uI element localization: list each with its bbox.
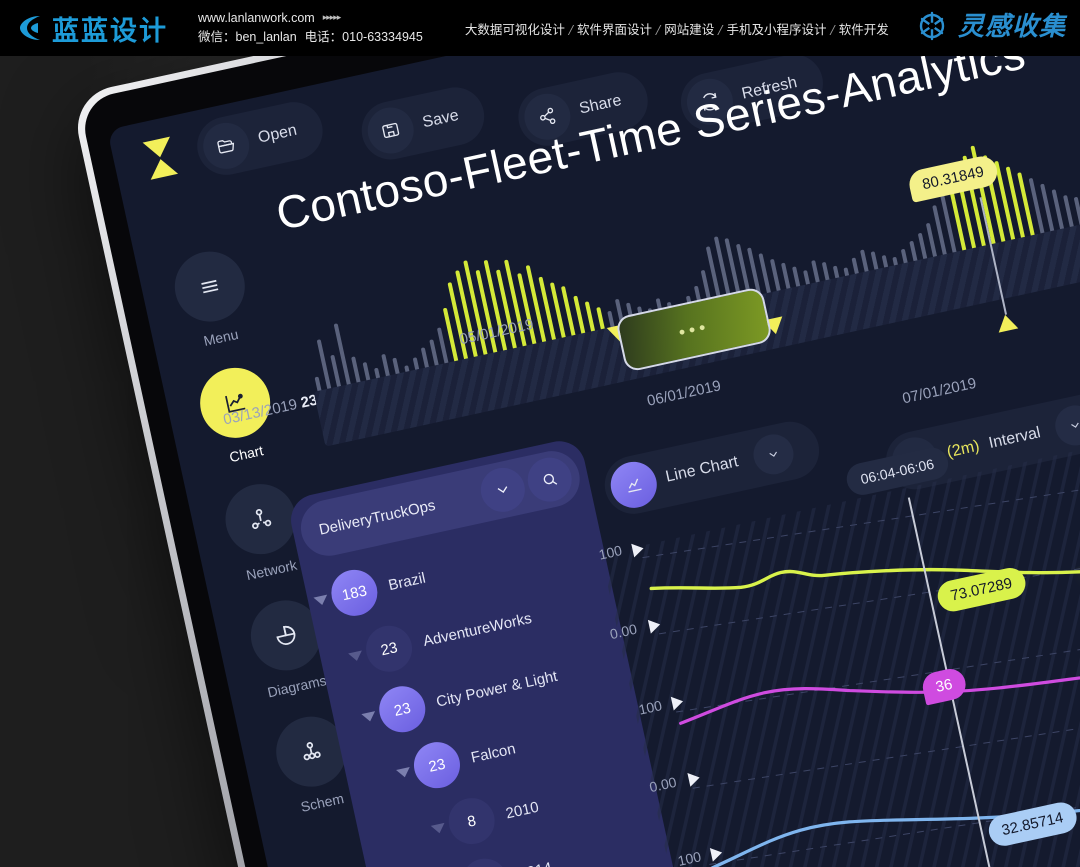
arrows-decoration: ▸▸▸▸▸ <box>322 12 342 23</box>
phone-text: 电话：010-63334945 <box>304 30 423 44</box>
overview-peak-marker <box>995 312 1019 333</box>
tree-node-count[interactable]: 23 <box>361 621 417 677</box>
service-separator: / <box>656 21 661 37</box>
save-button-label: Save <box>421 106 461 132</box>
app-screen: Open Save Share <box>107 56 1080 867</box>
service-item: 软件开发 <box>838 21 889 37</box>
refresh-icon <box>682 74 738 130</box>
share-button[interactable]: Share <box>512 66 653 152</box>
tree-expand-caret-icon[interactable] <box>430 822 447 835</box>
tree-node-count[interactable]: 183 <box>326 565 382 621</box>
sidebar-item-chart[interactable]: Chart <box>170 356 306 474</box>
desk-background: Open Save Share <box>0 56 1080 867</box>
sidebar-item-menu-label: Menu <box>202 325 240 349</box>
wechat-text: 微信：ben_lanlan <box>198 30 297 44</box>
contact-wechat-row: 微信：ben_lanlan 电话：010-63334945 <box>198 28 423 47</box>
tree-expand-caret-icon[interactable] <box>348 650 364 662</box>
sidebar-item-diagrams[interactable]: Diagrams <box>221 589 357 707</box>
service-item: 手机及小程序设计 <box>726 21 827 37</box>
hourglass-logo-icon <box>142 136 179 180</box>
sidebar-item-schem-label: Schem <box>299 790 346 815</box>
tree-header: DeliveryTruckOps <box>295 445 586 562</box>
sidebar-item-network-label: Network <box>244 556 299 584</box>
service-separator: / <box>568 21 574 37</box>
laptop-bezel-inner: Open Save Share <box>78 56 1080 867</box>
tree-row-label: Falcon <box>469 739 517 767</box>
save-button[interactable]: Save <box>356 81 491 165</box>
tree-row-label: Brazil <box>386 569 428 594</box>
folder-open-icon <box>198 118 254 174</box>
website-text: www.lanlanwork.com <box>198 10 315 25</box>
service-item: 大数据可视化设计 <box>464 21 565 37</box>
sidebar-item-diagrams-label: Diagrams <box>265 672 328 701</box>
sidebar-item-schem[interactable]: Schem <box>246 705 382 823</box>
line-chart-icon[interactable] <box>193 361 277 445</box>
service-separator: / <box>718 21 723 37</box>
chart-type-label: Line Chart <box>664 453 740 486</box>
brand-logo-text: 蓝蓝设计 <box>52 15 168 47</box>
brush-dots: ••• <box>676 316 712 343</box>
inspiration-brand: 灵感收集 <box>914 6 1066 43</box>
tree-expand-caret-icon[interactable] <box>395 766 412 779</box>
service-item: 网站建设 <box>664 21 715 37</box>
interval-value: (2m) <box>945 437 982 462</box>
tree-node-count[interactable]: 8 <box>457 854 513 867</box>
open-button[interactable]: Open <box>191 96 329 181</box>
sidebar-item-menu[interactable]: Menu <box>145 240 281 358</box>
tree-expand-caret-icon[interactable] <box>313 594 329 606</box>
y-marker-0[interactable] <box>631 541 645 558</box>
tree-row-label: 2014 <box>517 859 553 867</box>
interval-label: Interval <box>987 424 1043 452</box>
chart-type-selector[interactable]: Line Chart <box>599 416 825 520</box>
laptop-device: Open Save Share <box>70 56 1080 867</box>
timeline-date-3: 07/01/2019 <box>900 374 978 408</box>
chevron-down-icon[interactable] <box>1051 401 1080 450</box>
service-separator: / <box>830 21 835 37</box>
chart-plot-area[interactable]: 100 0.00 100 0.00 100 0.00 <box>597 386 1080 867</box>
folder-save-icon <box>363 103 419 158</box>
sidebar-item-chart-label: Chart <box>227 442 265 466</box>
tree-title: DeliveryTruckOps <box>317 496 437 539</box>
inspiration-brand-text: 灵感收集 <box>957 12 1066 42</box>
timeline-date-2: 06/01/2019 <box>645 377 723 410</box>
tree-row-label: AdventureWorks <box>421 609 534 650</box>
tree-node-count[interactable]: 23 <box>374 681 430 737</box>
lanlan-logo-icon <box>20 16 40 40</box>
promo-banner: 蓝蓝设计 www.lanlanwork.com ▸▸▸▸▸ 微信：ben_lan… <box>0 0 1080 56</box>
chevron-down-icon[interactable] <box>749 430 798 479</box>
share-nodes-icon <box>520 89 575 145</box>
schema-icon[interactable] <box>269 710 353 794</box>
inspiration-star-icon <box>919 11 945 40</box>
tree-row-label: City Power & Light <box>434 667 559 711</box>
contact-block: www.lanlanwork.com ▸▸▸▸▸ 微信：ben_lanlan 电… <box>198 9 423 48</box>
network-icon[interactable] <box>218 477 303 561</box>
tree-node-count[interactable]: 8 <box>444 793 500 849</box>
brand-logo: 蓝蓝设计 <box>14 9 168 48</box>
service-item: 软件界面设计 <box>577 21 653 37</box>
tree-panel: DeliveryTruckOps 183 Brazil 23 AdventureWor… <box>286 436 708 867</box>
service-list: 大数据可视化设计 / 软件界面设计 / 网站建设 / 手机及小程序设计 / 软件开发 <box>465 19 889 38</box>
tree-row-label: 2010 <box>504 798 541 822</box>
hamburger-icon[interactable] <box>168 244 252 329</box>
chevron-down-icon[interactable] <box>476 463 530 517</box>
sidebar-rail: Menu Chart Network <box>145 240 387 846</box>
laptop-bezel-outer: Open Save Share <box>70 56 1080 867</box>
contact-website-row: www.lanlanwork.com ▸▸▸▸▸ <box>198 9 423 28</box>
refresh-button[interactable]: Refresh <box>675 56 829 137</box>
open-button-label: Open <box>256 121 299 147</box>
tree-node-count[interactable]: 23 <box>409 737 465 793</box>
sidebar-item-network[interactable]: Network <box>195 472 331 590</box>
tree-expand-caret-icon[interactable] <box>361 710 377 723</box>
line-chart-icon <box>606 457 662 513</box>
pie-chart-icon[interactable] <box>244 593 328 678</box>
search-icon[interactable] <box>523 453 576 506</box>
